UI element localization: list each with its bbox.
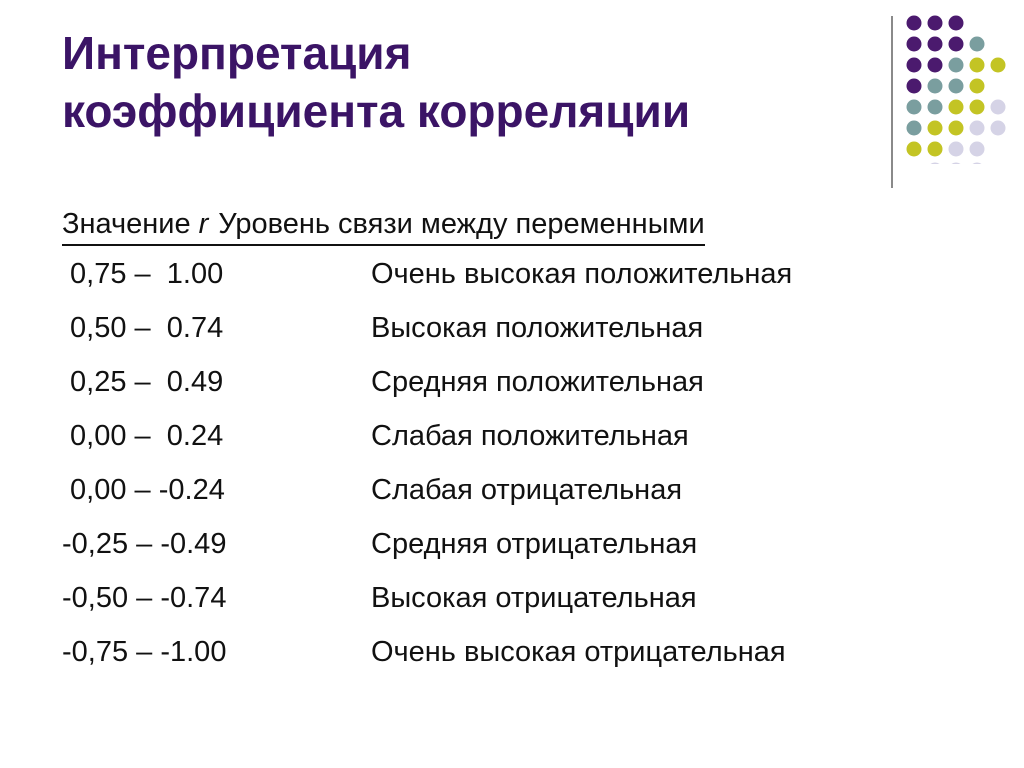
dot-lavender [969, 141, 985, 157]
dot-olive [948, 99, 964, 115]
dot-purple [927, 36, 943, 52]
dot-teal [906, 120, 922, 136]
slide-title: Интерпретация коэффициента корреляции [62, 24, 862, 140]
dot-purple [906, 36, 922, 52]
table-row: -0,50 – -0.74 Высокая отрицательная [62, 571, 962, 625]
table-row: 0,50 – 0.74 Высокая положительная [62, 301, 962, 355]
dot-olive [927, 120, 943, 136]
row-level: Высокая положительная [371, 312, 704, 344]
dot-purple [927, 15, 943, 31]
dot-teal [969, 36, 985, 52]
table-row: 0,75 – 1.00 Очень высокая положительная [62, 247, 962, 301]
dot-lavender [948, 141, 964, 157]
dot-purple [948, 36, 964, 52]
row-range: 0,50 – 0.74 [62, 312, 224, 344]
dot-lavender [969, 120, 985, 136]
dot-purple [906, 57, 922, 73]
row-range: 0,00 – -0.24 [62, 474, 225, 506]
row-range: -0,25 – -0.49 [62, 528, 227, 560]
table-row: 0,25 – 0.49 Средняя положительная [62, 355, 962, 409]
dot-teal [906, 99, 922, 115]
dot-purple [906, 15, 922, 31]
dot-lavender [951, 162, 961, 164]
row-level: Очень высокая положительная [371, 258, 793, 290]
dot-lavender [990, 120, 1006, 136]
table-header: Значение r Уровень связи между переменными [62, 204, 705, 246]
table-row: -0,75 – -1.00 Очень высокая отрицательна… [62, 625, 962, 679]
table-row: 0,00 – 0.24 Слабая положительная [62, 409, 962, 463]
header-value-label: Значение [62, 208, 191, 240]
dot-teal [948, 78, 964, 94]
dot-olive [948, 120, 964, 136]
dot-purple [927, 57, 943, 73]
row-range: 0,00 – 0.24 [62, 420, 224, 452]
row-level: Слабая отрицательная [371, 474, 683, 506]
dot-teal [948, 57, 964, 73]
dot-lavender [930, 162, 940, 164]
dot-olive [969, 78, 985, 94]
dot-teal [927, 99, 943, 115]
correlation-table: 0,75 – 1.00 Очень высокая положительная … [62, 247, 962, 679]
row-level: Слабая положительная [371, 420, 689, 452]
decorative-dot-grid [906, 15, 1006, 164]
dot-olive [927, 141, 943, 157]
slide-title-line-2: коэффициента корреляции [62, 85, 691, 137]
row-level: Средняя положительная [371, 366, 704, 398]
dot-teal [927, 78, 943, 94]
table-row: -0,25 – -0.49 Средняя отрицательная [62, 517, 962, 571]
dot-olive [990, 57, 1006, 73]
header-level-label: Уровень связи между переменными [218, 208, 705, 240]
dot-purple [948, 15, 964, 31]
dot-olive [969, 57, 985, 73]
row-range: -0,50 – -0.74 [62, 582, 227, 614]
dot-olive [906, 141, 922, 157]
row-range: 0,75 – 1.00 [62, 258, 224, 290]
row-range: -0,75 – -1.00 [62, 636, 227, 668]
header-r-symbol: r [198, 208, 209, 240]
dot-purple [906, 78, 922, 94]
dot-lavender [990, 99, 1006, 115]
dot-lavender [972, 162, 982, 164]
row-range: 0,25 – 0.49 [62, 366, 224, 398]
title-divider [891, 16, 893, 188]
dot-olive [969, 99, 985, 115]
table-row: 0,00 – -0.24 Слабая отрицательная [62, 463, 962, 517]
row-level: Очень высокая отрицательная [371, 636, 786, 668]
slide-title-line-1: Интерпретация [62, 27, 412, 79]
row-level: Средняя отрицательная [371, 528, 698, 560]
row-level: Высокая отрицательная [371, 582, 697, 614]
